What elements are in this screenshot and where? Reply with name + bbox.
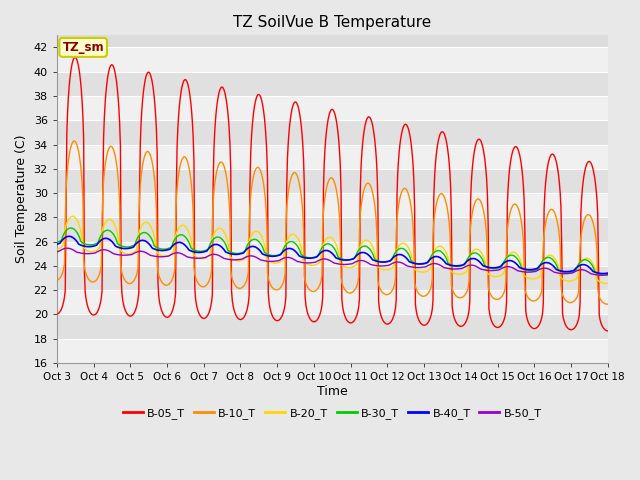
Line: B-50_T: B-50_T [57,248,608,275]
Line: B-40_T: B-40_T [57,236,608,274]
B-40_T [65,233,73,239]
B-50_T [120,252,128,258]
B-30_T [400,246,408,252]
B-30_T [63,227,70,233]
B-20_T [416,269,424,275]
B-10_T [70,138,78,144]
B-40_T [205,245,213,251]
Line: B-05_T: B-05_T [57,57,608,331]
Y-axis label: Soil Temperature (C): Soil Temperature (C) [15,135,28,264]
Title: TZ SoilVue B Temperature: TZ SoilVue B Temperature [233,15,431,30]
B-40_T [53,241,61,247]
Legend: B-05_T, B-10_T, B-20_T, B-30_T, B-40_T, B-50_T: B-05_T, B-10_T, B-20_T, B-30_T, B-40_T, … [118,403,547,423]
B-50_T [604,272,612,277]
B-10_T [604,301,612,307]
B-40_T [400,253,408,259]
B-05_T [177,96,184,101]
B-30_T [53,240,61,245]
Line: B-10_T: B-10_T [57,141,608,304]
B-40_T [63,234,70,240]
Bar [57,72,608,96]
B-50_T [64,245,72,251]
B-30_T [120,244,128,250]
X-axis label: Time: Time [317,385,348,398]
B-50_T [53,249,61,254]
B-10_T [177,163,184,168]
Line: B-30_T: B-30_T [57,228,608,275]
B-30_T [177,232,184,238]
Bar [57,96,608,120]
Bar [57,266,608,290]
B-40_T [416,261,424,267]
B-50_T [598,272,605,278]
Text: TZ_sm: TZ_sm [62,41,104,54]
B-20_T [177,224,184,229]
B-10_T [400,186,408,192]
B-20_T [63,220,70,226]
B-30_T [601,272,609,278]
B-10_T [63,175,70,180]
B-40_T [604,270,612,276]
Bar [57,217,608,241]
B-30_T [205,243,213,249]
B-20_T [205,252,213,258]
B-10_T [53,277,61,283]
Bar [57,339,608,363]
Bar [57,314,608,339]
B-30_T [416,262,424,267]
Bar [57,169,608,193]
B-10_T [205,277,213,283]
Bar [57,48,608,72]
Bar [57,290,608,314]
B-05_T [604,328,612,334]
Bar [57,120,608,144]
B-20_T [604,280,612,286]
Bar [57,241,608,266]
B-10_T [603,301,611,307]
Bar [57,144,608,169]
B-50_T [205,252,213,258]
B-10_T [416,292,424,298]
B-30_T [604,272,612,277]
B-05_T [53,311,61,317]
B-20_T [120,250,128,256]
Line: B-20_T: B-20_T [57,216,608,283]
Bar [57,193,608,217]
B-20_T [69,214,77,219]
B-40_T [177,240,184,245]
B-40_T [599,271,607,276]
B-40_T [120,246,128,252]
B-05_T [120,304,128,310]
B-50_T [177,251,184,256]
B-50_T [400,261,408,267]
B-20_T [53,246,61,252]
B-05_T [416,319,424,325]
B-20_T [400,240,408,246]
B-05_T [205,309,213,314]
B-50_T [416,264,424,270]
B-05_T [63,132,70,137]
B-10_T [120,276,128,282]
B-05_T [72,54,79,60]
B-20_T [602,280,610,286]
B-30_T [67,225,74,231]
B-50_T [63,245,70,251]
B-05_T [400,123,408,129]
